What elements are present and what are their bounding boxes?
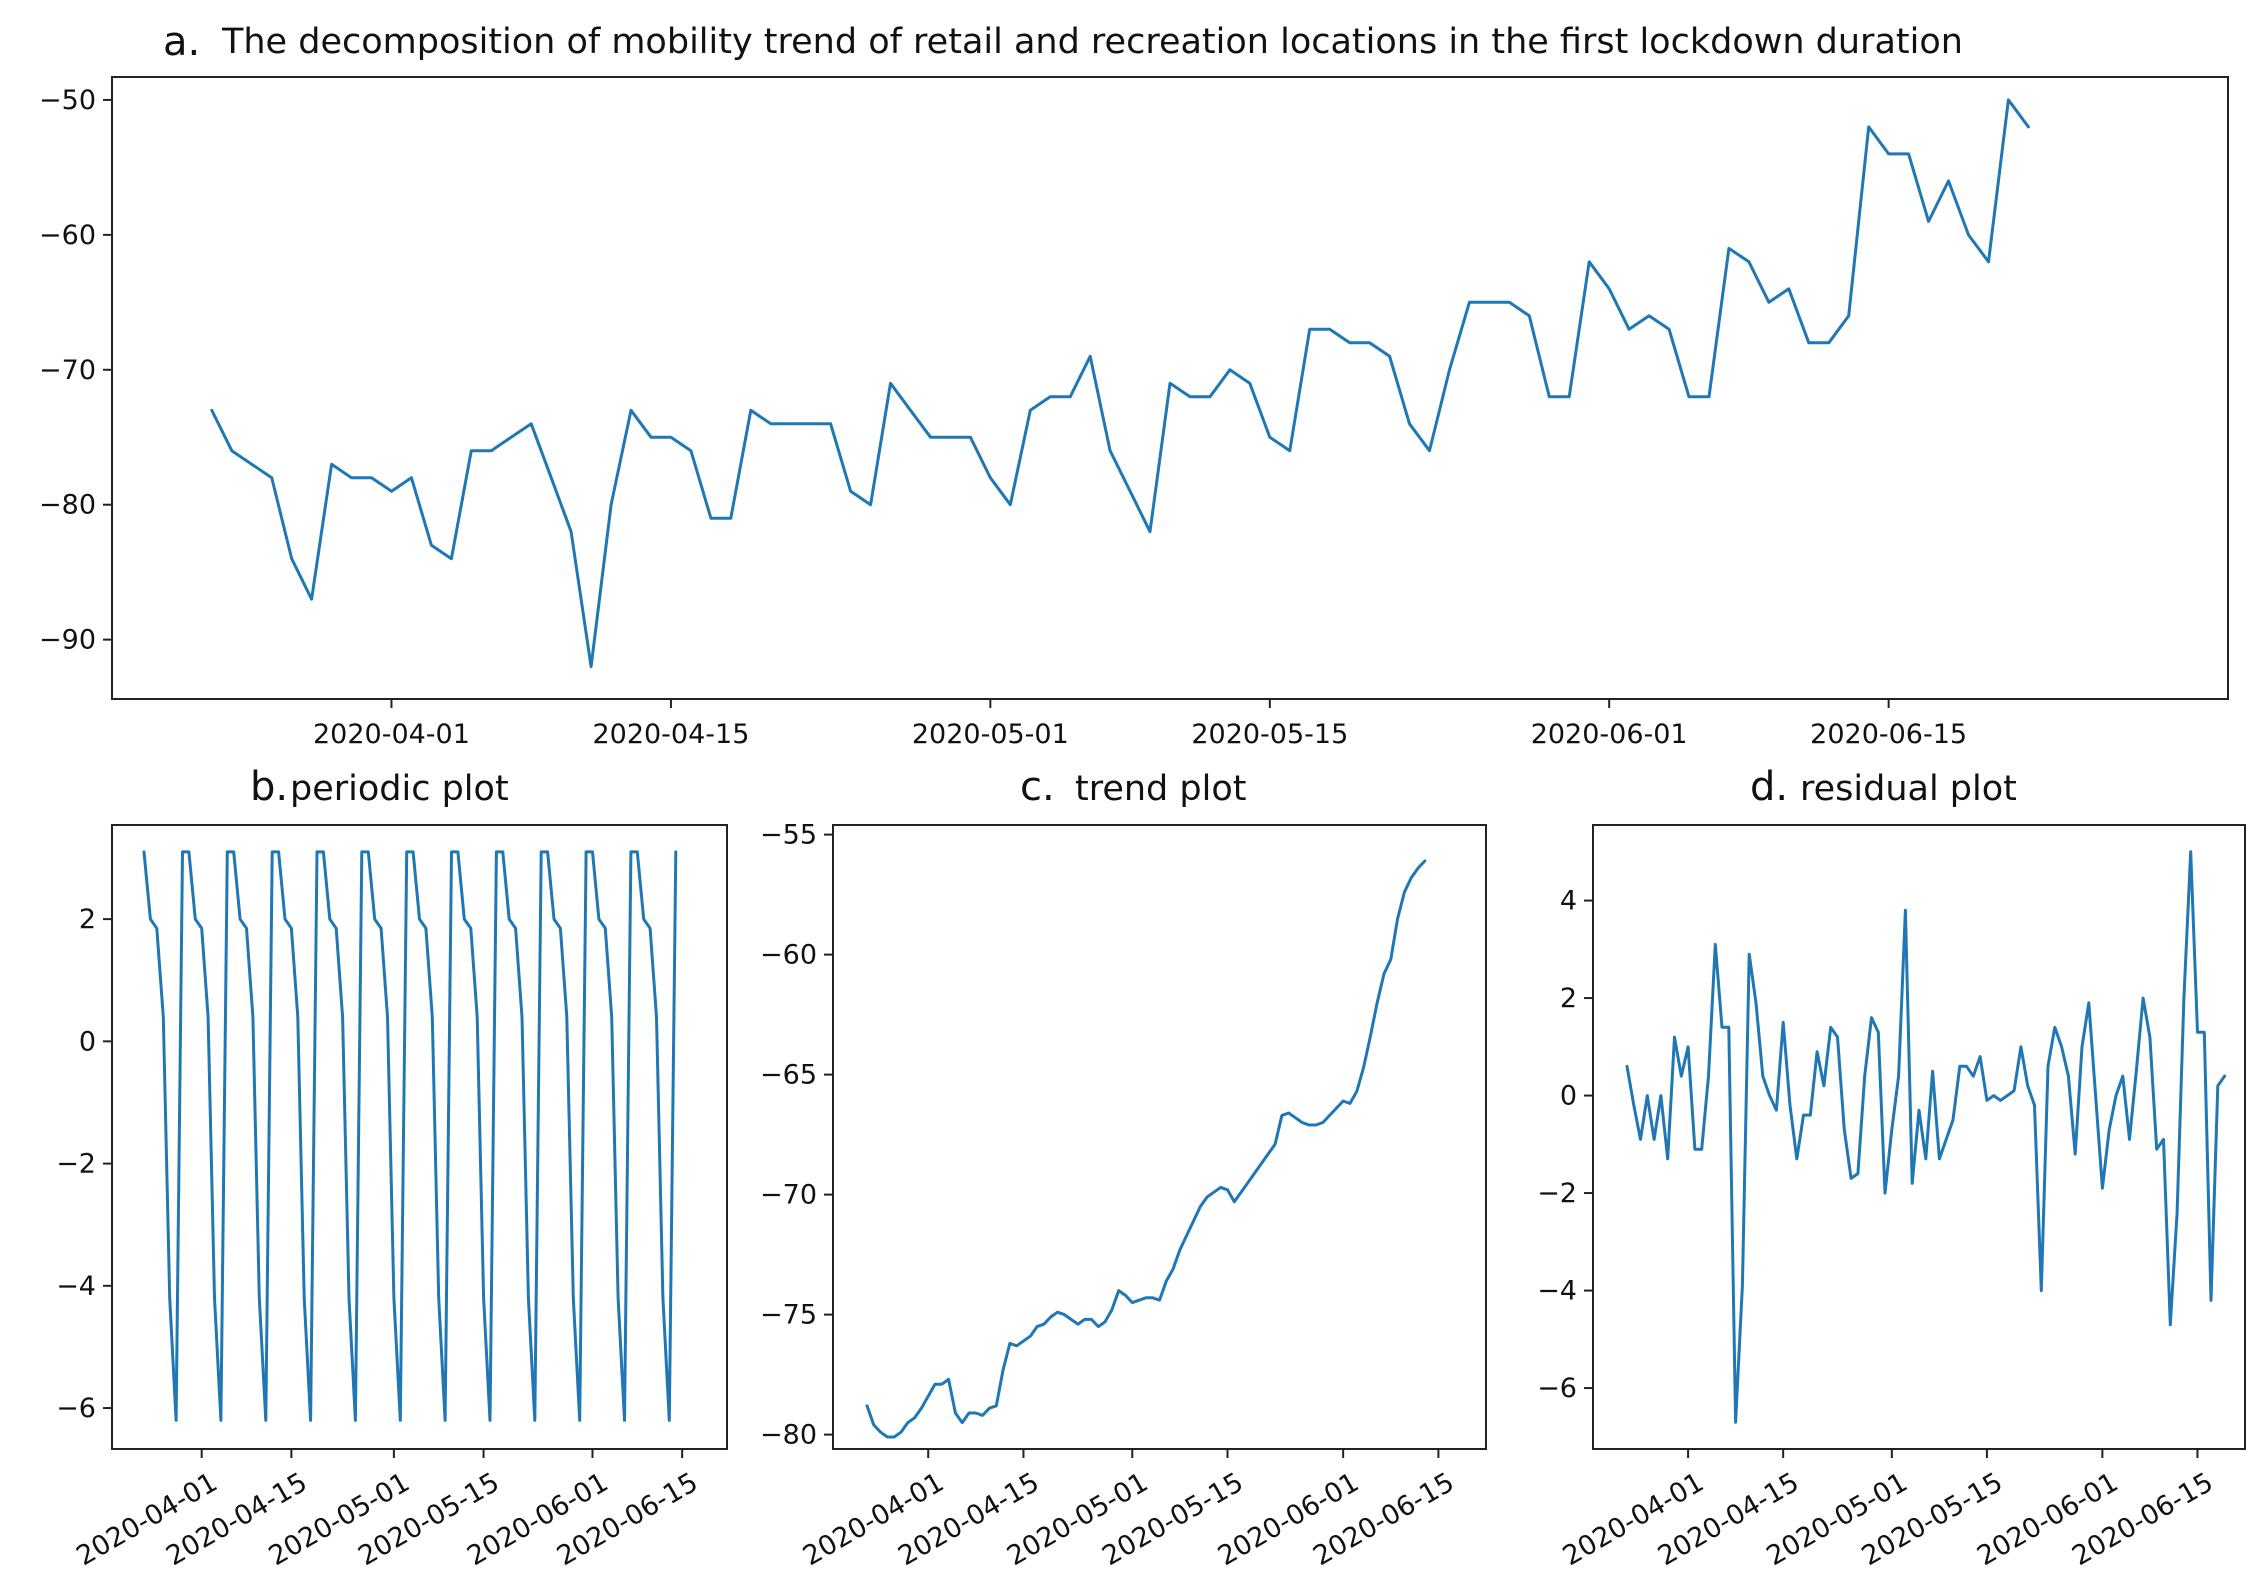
panel-a-xtick-label: 2020-06-01 [1531,719,1688,750]
panel-d-title: residual plot [1800,769,2017,809]
panel-d-ytick-label: −4 [1537,1276,1577,1307]
panel-d-ytick-label: 2 [1560,983,1577,1014]
panel-c-series-line [865,859,1427,1439]
panel-a-xtick-label: 2020-04-01 [313,719,470,750]
panel-b-ytick-label: −2 [56,1149,96,1180]
panel-b-ytick-label: −6 [56,1393,96,1424]
panel-d-ytick-label: 4 [1560,886,1577,917]
panel-a-ytick-label: −80 [39,490,96,521]
panel-a-title: The decomposition of mobility trend of r… [221,22,1963,62]
panel-b-title: periodic plot [290,769,509,809]
panel-d-ytick-label: −2 [1537,1178,1577,1209]
panel-c-title: trend plot [1075,769,1246,809]
panel-a-ytick-label: −50 [39,85,96,116]
panel-a-axes-frame [111,76,2229,700]
panel-c-letter: c. [1020,764,1055,810]
panel-d-ytick-label: 0 [1560,1081,1577,1112]
panel-c-axes-frame [832,824,1487,1450]
panel-b-ytick-label: 0 [79,1026,96,1057]
panel-a-chart: a. The decomposition of mobility trend o… [39,19,2229,750]
panel-c-ytick-label: −65 [760,1060,817,1091]
panel-a-ticks: −50 −60 −70 −80 −90 2020-04-01 2020-04-15 2020-… [39,85,1967,750]
panel-a-ytick-label: −90 [39,625,96,656]
panel-c-ytick-label: −60 [760,940,817,971]
panel-a-xtick-label: 2020-05-01 [912,719,1069,750]
panel-a-series-line [210,98,2030,669]
panel-a-xtick-label: 2020-04-15 [592,719,749,750]
panel-d-ytick-label: −6 [1537,1373,1577,1404]
panel-b-ticks: 20−2−4−62020-04-012020-04-152020-05-0120… [56,904,703,1572]
panel-d-letter: d. [1750,764,1788,810]
panel-a-xtick-label: 2020-06-15 [1810,719,1967,750]
panel-b-ytick-label: 2 [79,904,96,935]
panel-b-axes-frame [111,824,728,1450]
panel-b-series-line [142,850,678,1422]
panel-c-ytick-label: −80 [760,1420,817,1451]
panel-b-ytick-label: −4 [56,1271,96,1302]
panel-b-chart: b. periodic plot 20−2−4−62020-04-012020-… [56,764,728,1572]
panel-d-ticks: 420−2−4−62020-04-012020-04-152020-05-012… [1537,886,2218,1573]
panel-d-axes-frame [1592,824,2246,1450]
panel-c-ytick-label: −75 [760,1300,817,1331]
panel-c-ytick-label: −55 [760,820,817,851]
panel-c-ticks: −55−60−65−70−75−802020-04-012020-04-1520… [760,820,1459,1573]
panel-b-letter: b. [250,764,288,810]
panel-a-ytick-label: −70 [39,355,96,386]
panel-a-letter: a. [163,19,200,65]
panel-c-ytick-label: −70 [760,1180,817,1211]
panel-c-chart: c. trend plot −55−60−65−70−75−802020-04-… [760,764,1487,1573]
panel-d-chart: d. residual plot 420−2−4−62020-04-012020… [1537,764,2246,1573]
panel-a-xtick-label: 2020-05-15 [1191,719,1348,750]
panel-d-series-line [1625,850,2227,1424]
panel-a-ytick-label: −60 [39,220,96,251]
